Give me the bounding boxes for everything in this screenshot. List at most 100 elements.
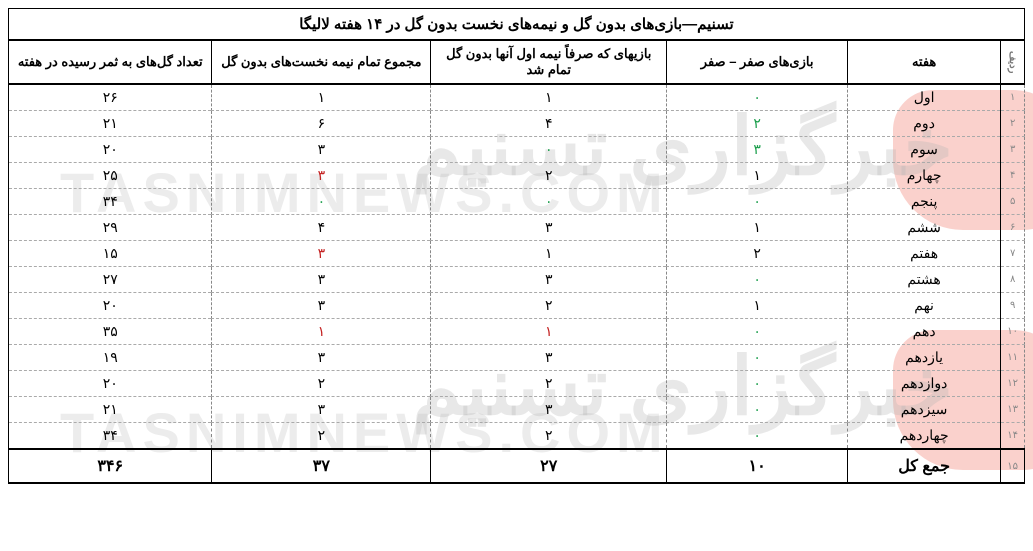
cell-half: ۲ (431, 371, 667, 397)
cell-half: ۰ (431, 137, 667, 163)
col-header-idx: ردیف (1001, 40, 1025, 84)
cell-half: ۱ (431, 319, 667, 345)
cell-idx: ۳ (1001, 137, 1025, 163)
table-row: ۱۱یازدهم۰۳۳۱۹ (9, 345, 1025, 371)
cell-half: ۱ (431, 84, 667, 111)
cell-zero: ۰ (667, 371, 848, 397)
cell-sum: ۳ (212, 267, 431, 293)
cell-sum: ۰ (212, 189, 431, 215)
table-row: ۱اول۰۱۱۲۶ (9, 84, 1025, 111)
table-row: ۵پنجم۰۰۰۳۴ (9, 189, 1025, 215)
cell-sum: ۶ (212, 111, 431, 137)
cell-idx: ۱۰ (1001, 319, 1025, 345)
cell-goals: ۲۵ (9, 163, 212, 189)
col-header-half: بازیهای که صرفاً نیمه اول آنها بدون گل ت… (431, 40, 667, 84)
cell-idx: ۹ (1001, 293, 1025, 319)
cell-week: هشتم (847, 267, 1000, 293)
cell-sum: ۱ (212, 319, 431, 345)
cell-half: ۱ (431, 241, 667, 267)
cell-idx: ۸ (1001, 267, 1025, 293)
col-header-sum: مجموع تمام نیمه نخست‌های بدون گل (212, 40, 431, 84)
cell-goals: ۳۵ (9, 319, 212, 345)
table-row: ۱۲دوازدهم۰۲۲۲۰ (9, 371, 1025, 397)
cell-zero: ۳ (667, 137, 848, 163)
footer-zz: ۱۰ (667, 449, 848, 483)
cell-week: ششم (847, 215, 1000, 241)
cell-sum: ۳ (212, 137, 431, 163)
cell-zero: ۱ (667, 163, 848, 189)
cell-zero: ۰ (667, 319, 848, 345)
cell-idx: ۵ (1001, 189, 1025, 215)
table-row: ۳سوم۳۰۳۲۰ (9, 137, 1025, 163)
cell-idx: ۱۲ (1001, 371, 1025, 397)
cell-half: ۲ (431, 293, 667, 319)
cell-zero: ۰ (667, 84, 848, 111)
table-title: تسنیم—بازی‌های بدون گل و نیمه‌های نخست ب… (9, 9, 1025, 41)
table-row: ۱۳سیزدهم۰۳۳۲۱ (9, 397, 1025, 423)
cell-week: پنجم (847, 189, 1000, 215)
cell-sum: ۲ (212, 371, 431, 397)
cell-sum: ۲ (212, 423, 431, 450)
footer-label: جمع کل (847, 449, 1000, 483)
cell-week: سیزدهم (847, 397, 1000, 423)
cell-goals: ۲۱ (9, 111, 212, 137)
cell-idx: ۱۳ (1001, 397, 1025, 423)
cell-week: چهاردهم (847, 423, 1000, 450)
cell-goals: ۳۴ (9, 423, 212, 450)
cell-half: ۴ (431, 111, 667, 137)
cell-goals: ۲۷ (9, 267, 212, 293)
cell-zero: ۲ (667, 241, 848, 267)
cell-week: نهم (847, 293, 1000, 319)
cell-week: دوم (847, 111, 1000, 137)
cell-goals: ۲۶ (9, 84, 212, 111)
table-row: ۴چهارم۱۲۳۲۵ (9, 163, 1025, 189)
cell-zero: ۰ (667, 423, 848, 450)
cell-goals: ۳۴ (9, 189, 212, 215)
cell-zero: ۱ (667, 293, 848, 319)
footer-hn: ۲۷ (431, 449, 667, 483)
col-header-goals: تعداد گل‌های به ثمر رسیده در هفته (9, 40, 212, 84)
cell-week: دوازدهم (847, 371, 1000, 397)
cell-half: ۲ (431, 423, 667, 450)
cell-week: سوم (847, 137, 1000, 163)
footer-idx: ۱۵ (1001, 449, 1025, 483)
cell-zero: ۰ (667, 267, 848, 293)
col-header-week: هفته (847, 40, 1000, 84)
table-row: ۷هفتم۲۱۳۱۵ (9, 241, 1025, 267)
cell-goals: ۲۰ (9, 137, 212, 163)
cell-half: ۳ (431, 345, 667, 371)
cell-goals: ۲۱ (9, 397, 212, 423)
cell-half: ۲ (431, 163, 667, 189)
laliga-table: تسنیم—بازی‌های بدون گل و نیمه‌های نخست ب… (8, 8, 1025, 484)
cell-half: ۰ (431, 189, 667, 215)
cell-zero: ۰ (667, 189, 848, 215)
cell-sum: ۴ (212, 215, 431, 241)
col-header-zero: بازی‌های صفر – صفر (667, 40, 848, 84)
cell-half: ۳ (431, 215, 667, 241)
cell-zero: ۲ (667, 111, 848, 137)
cell-week: دهم (847, 319, 1000, 345)
table-row: ۶ششم۱۳۴۲۹ (9, 215, 1025, 241)
cell-zero: ۰ (667, 345, 848, 371)
table-row: ۱۴چهاردهم۰۲۲۳۴ (9, 423, 1025, 450)
cell-sum: ۳ (212, 397, 431, 423)
cell-sum: ۳ (212, 241, 431, 267)
footer-sh: ۳۷ (212, 449, 431, 483)
cell-goals: ۲۹ (9, 215, 212, 241)
cell-idx: ۴ (1001, 163, 1025, 189)
cell-idx: ۱ (1001, 84, 1025, 111)
table-row: ۸هشتم۰۳۳۲۷ (9, 267, 1025, 293)
cell-half: ۳ (431, 397, 667, 423)
cell-goals: ۲۰ (9, 293, 212, 319)
cell-goals: ۲۰ (9, 371, 212, 397)
cell-sum: ۳ (212, 293, 431, 319)
table-row: ۲دوم۲۴۶۲۱ (9, 111, 1025, 137)
cell-idx: ۱۴ (1001, 423, 1025, 450)
cell-goals: ۱۹ (9, 345, 212, 371)
cell-sum: ۳ (212, 345, 431, 371)
cell-week: یازدهم (847, 345, 1000, 371)
cell-sum: ۳ (212, 163, 431, 189)
cell-week: هفتم (847, 241, 1000, 267)
table-row: ۹نهم۱۲۳۲۰ (9, 293, 1025, 319)
cell-week: چهارم (847, 163, 1000, 189)
